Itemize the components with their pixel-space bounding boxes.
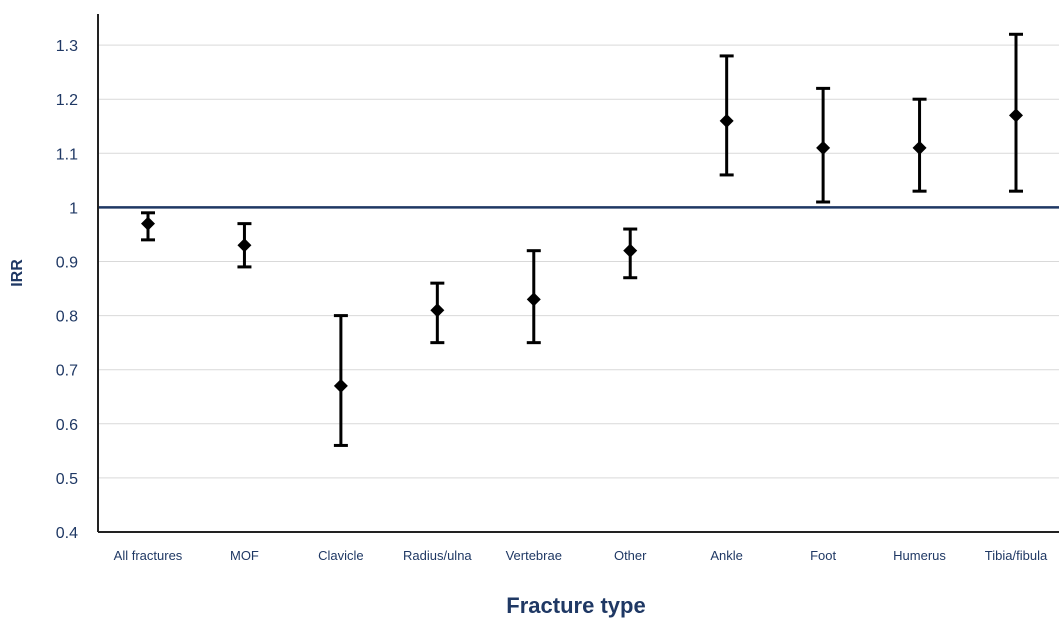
x-tick-label: Other [614, 548, 647, 563]
y-tick-label: 1.2 [56, 92, 78, 109]
y-tick-label: 1 [69, 200, 78, 217]
point-marker-0 [141, 216, 155, 231]
x-axis-label: Fracture type [506, 593, 645, 618]
y-tick-label: 0.9 [56, 255, 78, 272]
point-marker-3 [430, 303, 445, 318]
point-marker-9 [1009, 108, 1023, 123]
x-tick-label: Humerus [893, 548, 946, 563]
y-tick-label: 1.1 [56, 146, 78, 163]
x-tick-label: MOF [230, 548, 259, 563]
y-tick-label: 0.4 [56, 525, 78, 542]
point-marker-7 [816, 140, 831, 155]
x-tick-label: Clavicle [318, 548, 364, 563]
y-tick-label: 0.6 [56, 417, 78, 434]
x-tick-label: All fractures [114, 548, 183, 563]
gridlines [98, 44, 1059, 479]
y-tick-label: 1.3 [56, 38, 78, 55]
y-axis-label: IRR [9, 259, 26, 287]
point-marker-4 [526, 292, 541, 307]
x-tick-labels: All fractures MOF Clavicle Radius/ulna Verte… [114, 548, 1048, 563]
x-tick-label: Radius/ulna [403, 548, 472, 563]
point-marker-6 [719, 113, 734, 128]
point-marker-8 [912, 140, 927, 155]
y-tick-label: 0.5 [56, 471, 78, 488]
error-bars [141, 32, 1023, 447]
y-tick-label: 0.8 [56, 309, 78, 326]
x-tick-label: Vertebrae [506, 548, 562, 563]
point-markers [141, 108, 1023, 393]
axes [97, 14, 1059, 533]
x-tick-label: Foot [810, 548, 836, 563]
point-marker-2 [333, 378, 348, 393]
point-marker-1 [237, 238, 252, 253]
point-marker-5 [623, 243, 638, 258]
x-tick-label: Ankle [710, 548, 743, 563]
x-tick-label: Tibia/fibula [985, 548, 1048, 563]
y-tick-labels: 0.4 0.5 0.6 0.7 0.8 0.9 1 1.1 1.2 1.3 [56, 38, 78, 542]
y-tick-label: 0.7 [56, 363, 78, 380]
